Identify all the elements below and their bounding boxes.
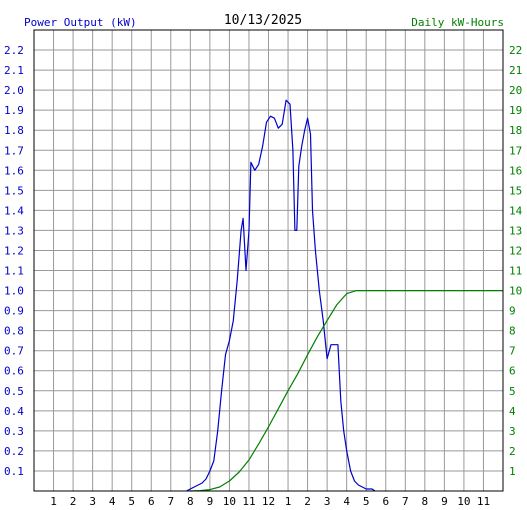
right-tick-label: 5 <box>509 385 516 398</box>
left-tick-label: 1.4 <box>4 204 24 217</box>
x-tick-label: 10 <box>223 495 236 508</box>
right-tick-label: 6 <box>509 365 516 378</box>
left-tick-label: 1.5 <box>4 184 24 197</box>
left-tick-label: 0.9 <box>4 305 24 318</box>
left-tick-label: 0.6 <box>4 365 24 378</box>
right-tick-label: 20 <box>509 84 522 97</box>
left-tick-label: 0.7 <box>4 345 24 358</box>
x-tick-label: 12 <box>262 495 275 508</box>
right-tick-label: 8 <box>509 325 516 338</box>
x-tick-label: 9 <box>207 495 214 508</box>
x-tick-label: 6 <box>148 495 155 508</box>
plot-frame <box>33 29 504 492</box>
energy-series-line <box>190 290 503 492</box>
left-tick-label: 1.1 <box>4 265 24 278</box>
x-tick-label: 5 <box>363 495 370 508</box>
left-tick-label: 1.6 <box>4 164 24 177</box>
x-tick-label: 11 <box>477 495 490 508</box>
right-axis-title: Daily kW-Hours <box>411 16 504 29</box>
left-tick-label: 1.8 <box>4 124 24 137</box>
right-tick-label: 19 <box>509 104 522 117</box>
right-tick-label: 9 <box>509 305 516 318</box>
right-tick-label: 4 <box>509 405 516 418</box>
left-tick-label: 0.3 <box>4 425 24 438</box>
left-tick-label: 1.3 <box>4 224 24 237</box>
right-tick-label: 16 <box>509 164 522 177</box>
x-tick-label: 1 <box>285 495 292 508</box>
x-tick-label: 7 <box>402 495 409 508</box>
x-tick-label: 6 <box>382 495 389 508</box>
x-tick-label: 3 <box>89 495 96 508</box>
x-tick-label: 8 <box>422 495 429 508</box>
x-tick-label: 8 <box>187 495 194 508</box>
grid <box>34 30 503 491</box>
left-tick-label: 0.1 <box>4 465 24 478</box>
right-tick-label: 22 <box>509 44 522 57</box>
right-tick-label: 11 <box>509 265 522 278</box>
right-tick-label: 3 <box>509 425 516 438</box>
x-tick-label: 9 <box>441 495 448 508</box>
left-tick-label: 2.2 <box>4 44 24 57</box>
x-tick-label: 1 <box>50 495 57 508</box>
x-tick-label: 4 <box>109 495 116 508</box>
power-series-line <box>186 99 376 492</box>
right-tick-label: 2 <box>509 445 516 458</box>
x-tick-label: 2 <box>304 495 311 508</box>
right-tick-label: 15 <box>509 184 522 197</box>
right-tick-label: 14 <box>509 204 523 217</box>
left-tick-label: 0.4 <box>4 405 24 418</box>
x-tick-label: 5 <box>128 495 135 508</box>
x-tick-label: 11 <box>242 495 255 508</box>
tick-labels: 1 2 3 4 5 6 7 8 9 10 11 12 1 2 3 4 5 6 7 8 9 10 110.10.20.30.4… <box>4 44 523 508</box>
right-tick-label: 7 <box>509 345 516 358</box>
left-tick-label: 0.8 <box>4 325 24 338</box>
left-tick-label: 1.7 <box>4 144 24 157</box>
left-tick-label: 2.0 <box>4 84 24 97</box>
right-tick-label: 10 <box>509 285 522 298</box>
left-tick-label: 1.2 <box>4 244 24 257</box>
right-tick-label: 1 <box>509 465 516 478</box>
x-tick-label: 4 <box>343 495 350 508</box>
series-group <box>186 99 503 492</box>
right-tick-label: 18 <box>509 124 522 137</box>
chart-title: 10/13/2025 <box>224 13 302 28</box>
left-axis-title: Power Output (kW) <box>24 16 137 29</box>
x-tick-label: 10 <box>457 495 470 508</box>
left-tick-label: 1.0 <box>4 285 24 298</box>
left-tick-label: 0.2 <box>4 445 24 458</box>
x-tick-label: 7 <box>167 495 174 508</box>
right-tick-label: 12 <box>509 244 522 257</box>
right-tick-label: 21 <box>509 64 522 77</box>
right-tick-label: 17 <box>509 144 522 157</box>
left-tick-label: 0.5 <box>4 385 24 398</box>
left-tick-label: 1.9 <box>4 104 24 117</box>
right-tick-label: 13 <box>509 224 522 237</box>
left-tick-label: 2.1 <box>4 64 24 77</box>
x-tick-label: 3 <box>324 495 331 508</box>
x-tick-label: 2 <box>70 495 77 508</box>
